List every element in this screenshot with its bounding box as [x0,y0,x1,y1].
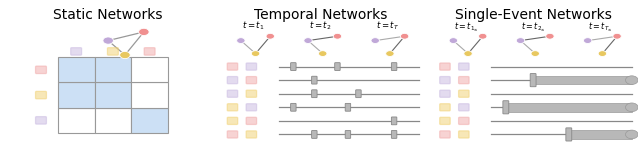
Text: $t=t_T$: $t=t_T$ [376,20,399,32]
FancyBboxPatch shape [440,90,450,97]
FancyBboxPatch shape [291,103,296,111]
Circle shape [613,33,621,39]
FancyBboxPatch shape [335,63,340,71]
FancyBboxPatch shape [530,74,536,87]
Circle shape [139,28,149,36]
Bar [58,82,95,108]
Circle shape [266,33,275,39]
Bar [95,57,131,83]
FancyBboxPatch shape [227,77,237,84]
Circle shape [120,51,130,59]
FancyBboxPatch shape [459,104,469,111]
Circle shape [333,33,342,39]
Bar [569,130,632,139]
FancyBboxPatch shape [108,48,118,55]
Circle shape [546,33,554,39]
FancyBboxPatch shape [440,77,450,84]
FancyBboxPatch shape [440,131,450,138]
FancyBboxPatch shape [70,48,82,55]
FancyBboxPatch shape [1,2,215,149]
FancyBboxPatch shape [345,103,351,111]
FancyBboxPatch shape [246,104,257,111]
Bar [131,82,168,108]
Circle shape [371,38,380,43]
Text: $t=t_2$: $t=t_2$ [309,20,332,32]
FancyBboxPatch shape [227,90,237,97]
Bar [95,82,131,108]
FancyBboxPatch shape [459,63,469,70]
Circle shape [252,51,260,56]
Circle shape [304,38,312,43]
FancyBboxPatch shape [459,77,469,84]
FancyBboxPatch shape [291,63,296,71]
FancyBboxPatch shape [440,104,450,111]
Circle shape [584,38,592,43]
FancyBboxPatch shape [345,131,351,138]
Text: Single-Event Networks: Single-Event Networks [454,8,612,22]
Circle shape [625,76,638,85]
Bar [131,108,168,133]
Bar [95,108,131,133]
FancyBboxPatch shape [459,90,469,97]
FancyBboxPatch shape [312,90,317,98]
Circle shape [237,38,245,43]
Circle shape [625,130,638,139]
Bar [131,57,168,83]
Circle shape [531,51,540,56]
FancyBboxPatch shape [227,131,237,138]
Circle shape [625,103,638,112]
Circle shape [449,38,458,43]
FancyBboxPatch shape [312,76,317,84]
Bar [58,108,95,133]
FancyBboxPatch shape [392,117,397,125]
FancyBboxPatch shape [566,128,572,141]
Circle shape [516,38,525,43]
FancyBboxPatch shape [214,2,428,149]
FancyBboxPatch shape [392,131,397,138]
Circle shape [464,51,472,56]
FancyBboxPatch shape [440,63,450,70]
Bar [506,103,632,112]
Circle shape [401,33,409,39]
FancyBboxPatch shape [144,48,155,55]
FancyBboxPatch shape [246,131,257,138]
FancyBboxPatch shape [36,91,47,99]
Bar [533,76,632,85]
Circle shape [319,51,327,56]
FancyBboxPatch shape [246,90,257,97]
Bar [58,57,95,83]
FancyBboxPatch shape [459,117,469,124]
FancyBboxPatch shape [440,117,450,124]
FancyBboxPatch shape [392,63,397,71]
FancyBboxPatch shape [503,101,509,114]
FancyBboxPatch shape [36,66,47,74]
Circle shape [103,37,113,44]
FancyBboxPatch shape [246,77,257,84]
FancyBboxPatch shape [426,2,640,149]
FancyBboxPatch shape [356,90,361,98]
Text: $t=t_{T_\infty}$: $t=t_{T_\infty}$ [588,20,612,33]
FancyBboxPatch shape [459,131,469,138]
Text: $t=t_{2_\infty}$: $t=t_{2_\infty}$ [521,20,545,33]
FancyBboxPatch shape [227,117,237,124]
Circle shape [479,33,487,39]
FancyBboxPatch shape [246,63,257,70]
FancyBboxPatch shape [246,117,257,124]
FancyBboxPatch shape [227,104,237,111]
FancyBboxPatch shape [36,117,47,124]
Text: Static Networks: Static Networks [53,8,163,22]
Circle shape [598,51,607,56]
FancyBboxPatch shape [312,131,317,138]
FancyBboxPatch shape [227,63,237,70]
Circle shape [386,51,394,56]
Text: $t=t_1$: $t=t_1$ [242,20,265,32]
Text: $t=t_{1_\infty}$: $t=t_{1_\infty}$ [454,20,478,33]
Text: Temporal Networks: Temporal Networks [254,8,387,22]
